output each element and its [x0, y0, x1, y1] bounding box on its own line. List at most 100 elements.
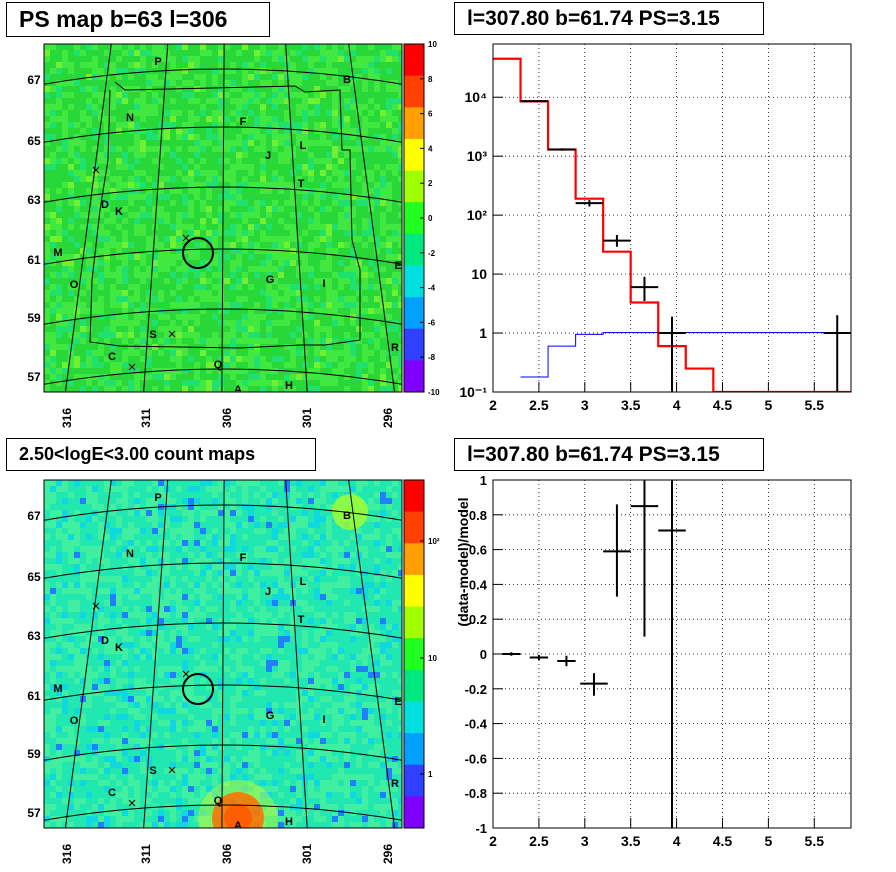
ps_map-pixel	[188, 152, 194, 158]
ps_map-pixel	[380, 146, 386, 152]
ps_map-pixel	[200, 80, 206, 86]
ps_map-pixel	[386, 206, 392, 212]
ps_map-pixel	[146, 242, 152, 248]
count_map-pixel	[170, 594, 176, 600]
count_map-pixel	[116, 564, 122, 570]
ps_map-pixel	[176, 146, 182, 152]
ps_map-pixel	[392, 290, 398, 296]
ps_map-pixel	[86, 74, 92, 80]
ps_map-pixel	[230, 236, 236, 242]
ps_map-pixel	[356, 260, 362, 266]
ps_map-pixel	[356, 152, 362, 158]
ps_map-pixel	[236, 200, 242, 206]
ps_map-pixel	[158, 302, 164, 308]
ps_map-pixel	[152, 296, 158, 302]
count_map-pixel	[44, 546, 50, 552]
ps_map-pixel	[380, 128, 386, 134]
ps_map-pixel	[170, 92, 176, 98]
ps_map-pixel	[266, 254, 272, 260]
count_map-pixel	[230, 516, 236, 522]
count_map-pixel	[272, 510, 278, 516]
count_map-pixel	[254, 588, 260, 594]
ps_map-pixel	[254, 356, 260, 362]
ps_map-pixel	[278, 74, 284, 80]
count_map-pixel	[230, 546, 236, 552]
ps_map-pixel	[128, 344, 134, 350]
count_map-pixel	[326, 504, 332, 510]
ps_map-parallel-6	[34, 429, 412, 446]
ps_map-pixel	[362, 350, 368, 356]
count_map-pixel	[242, 546, 248, 552]
ps_map-pixel	[80, 68, 86, 74]
count_map-pixel	[266, 486, 272, 492]
ps_map-pixel	[92, 212, 98, 218]
count_map-pixel	[158, 558, 164, 564]
ps_map-pixel	[380, 98, 386, 104]
ps_map-pixel	[344, 62, 350, 68]
ps_map-pixel	[122, 290, 128, 296]
ps_map-pixel	[350, 50, 356, 56]
ps_map-pixel	[344, 134, 350, 140]
count_map-pixel	[230, 582, 236, 588]
ps_map-pixel	[374, 62, 380, 68]
ps_map-pixel	[272, 50, 278, 56]
ps_map-pixel	[188, 320, 194, 326]
ps_map-pixel	[230, 74, 236, 80]
ps_map-y-tick-label: 67	[27, 73, 41, 87]
ps_map-pixel	[50, 338, 56, 344]
ps_map-pixel	[194, 98, 200, 104]
ps_map-pixel	[218, 62, 224, 68]
count_map-pixel	[296, 480, 302, 486]
count_map-pixel	[386, 534, 392, 540]
ps_map-pixel	[134, 368, 140, 374]
ps_map-pixel	[290, 146, 296, 152]
ps_map-pixel	[110, 236, 116, 242]
ps_map-pixel	[218, 356, 224, 362]
ps_map-pixel	[44, 374, 50, 380]
ps_map-pixel	[140, 182, 146, 188]
ps_map-pixel	[236, 380, 242, 386]
ps_map-pixel	[308, 194, 314, 200]
ps_map-pixel	[218, 110, 224, 116]
count_map-pixel	[200, 516, 206, 522]
count_map-pixel	[212, 588, 218, 594]
ps_map-pixel	[350, 296, 356, 302]
ps_map-pixel	[230, 152, 236, 158]
count_map-pixel	[200, 528, 206, 534]
ps_map-pixel	[164, 200, 170, 206]
ps_map-pixel	[386, 92, 392, 98]
ps_map-pixel	[314, 326, 320, 332]
ps_map-pixel	[356, 134, 362, 140]
ps_map-pixel	[398, 74, 402, 80]
ps_map-pixel	[50, 110, 56, 116]
ps_map-pixel	[218, 116, 224, 122]
ps_map-pixel	[248, 254, 254, 260]
ps_map-pixel	[386, 200, 392, 206]
ps_map-pixel	[260, 338, 266, 344]
ps_map-pixel	[128, 350, 134, 356]
count_map-pixel	[128, 528, 134, 534]
ps_map-pixel	[224, 326, 230, 332]
ps_map-pixel	[242, 302, 248, 308]
ps_map-pixel	[356, 326, 362, 332]
ps_map-pixel	[62, 350, 68, 356]
ps_map-pixel	[278, 110, 284, 116]
ps_map-pixel	[356, 272, 362, 278]
ps_map-pixel	[206, 74, 212, 80]
count_map-pixel	[398, 594, 402, 600]
ps_map-pixel	[380, 152, 386, 158]
ps_map-pixel	[56, 266, 62, 272]
count_map-pixel	[320, 558, 326, 564]
ps_map-pixel	[242, 344, 248, 350]
ps_map-pixel	[92, 368, 98, 374]
count_map-pixel	[302, 510, 308, 516]
ps_map-pixel	[272, 224, 278, 230]
ps_map-pixel	[230, 362, 236, 368]
ps_map-pixel	[398, 290, 402, 296]
count_map-pixel	[326, 576, 332, 582]
ps_map-pixel	[356, 80, 362, 86]
ps_map-pixel	[44, 260, 50, 266]
ps_map-pixel	[164, 260, 170, 266]
count_map-pixel	[350, 594, 356, 600]
count_map-pixel	[332, 600, 338, 606]
